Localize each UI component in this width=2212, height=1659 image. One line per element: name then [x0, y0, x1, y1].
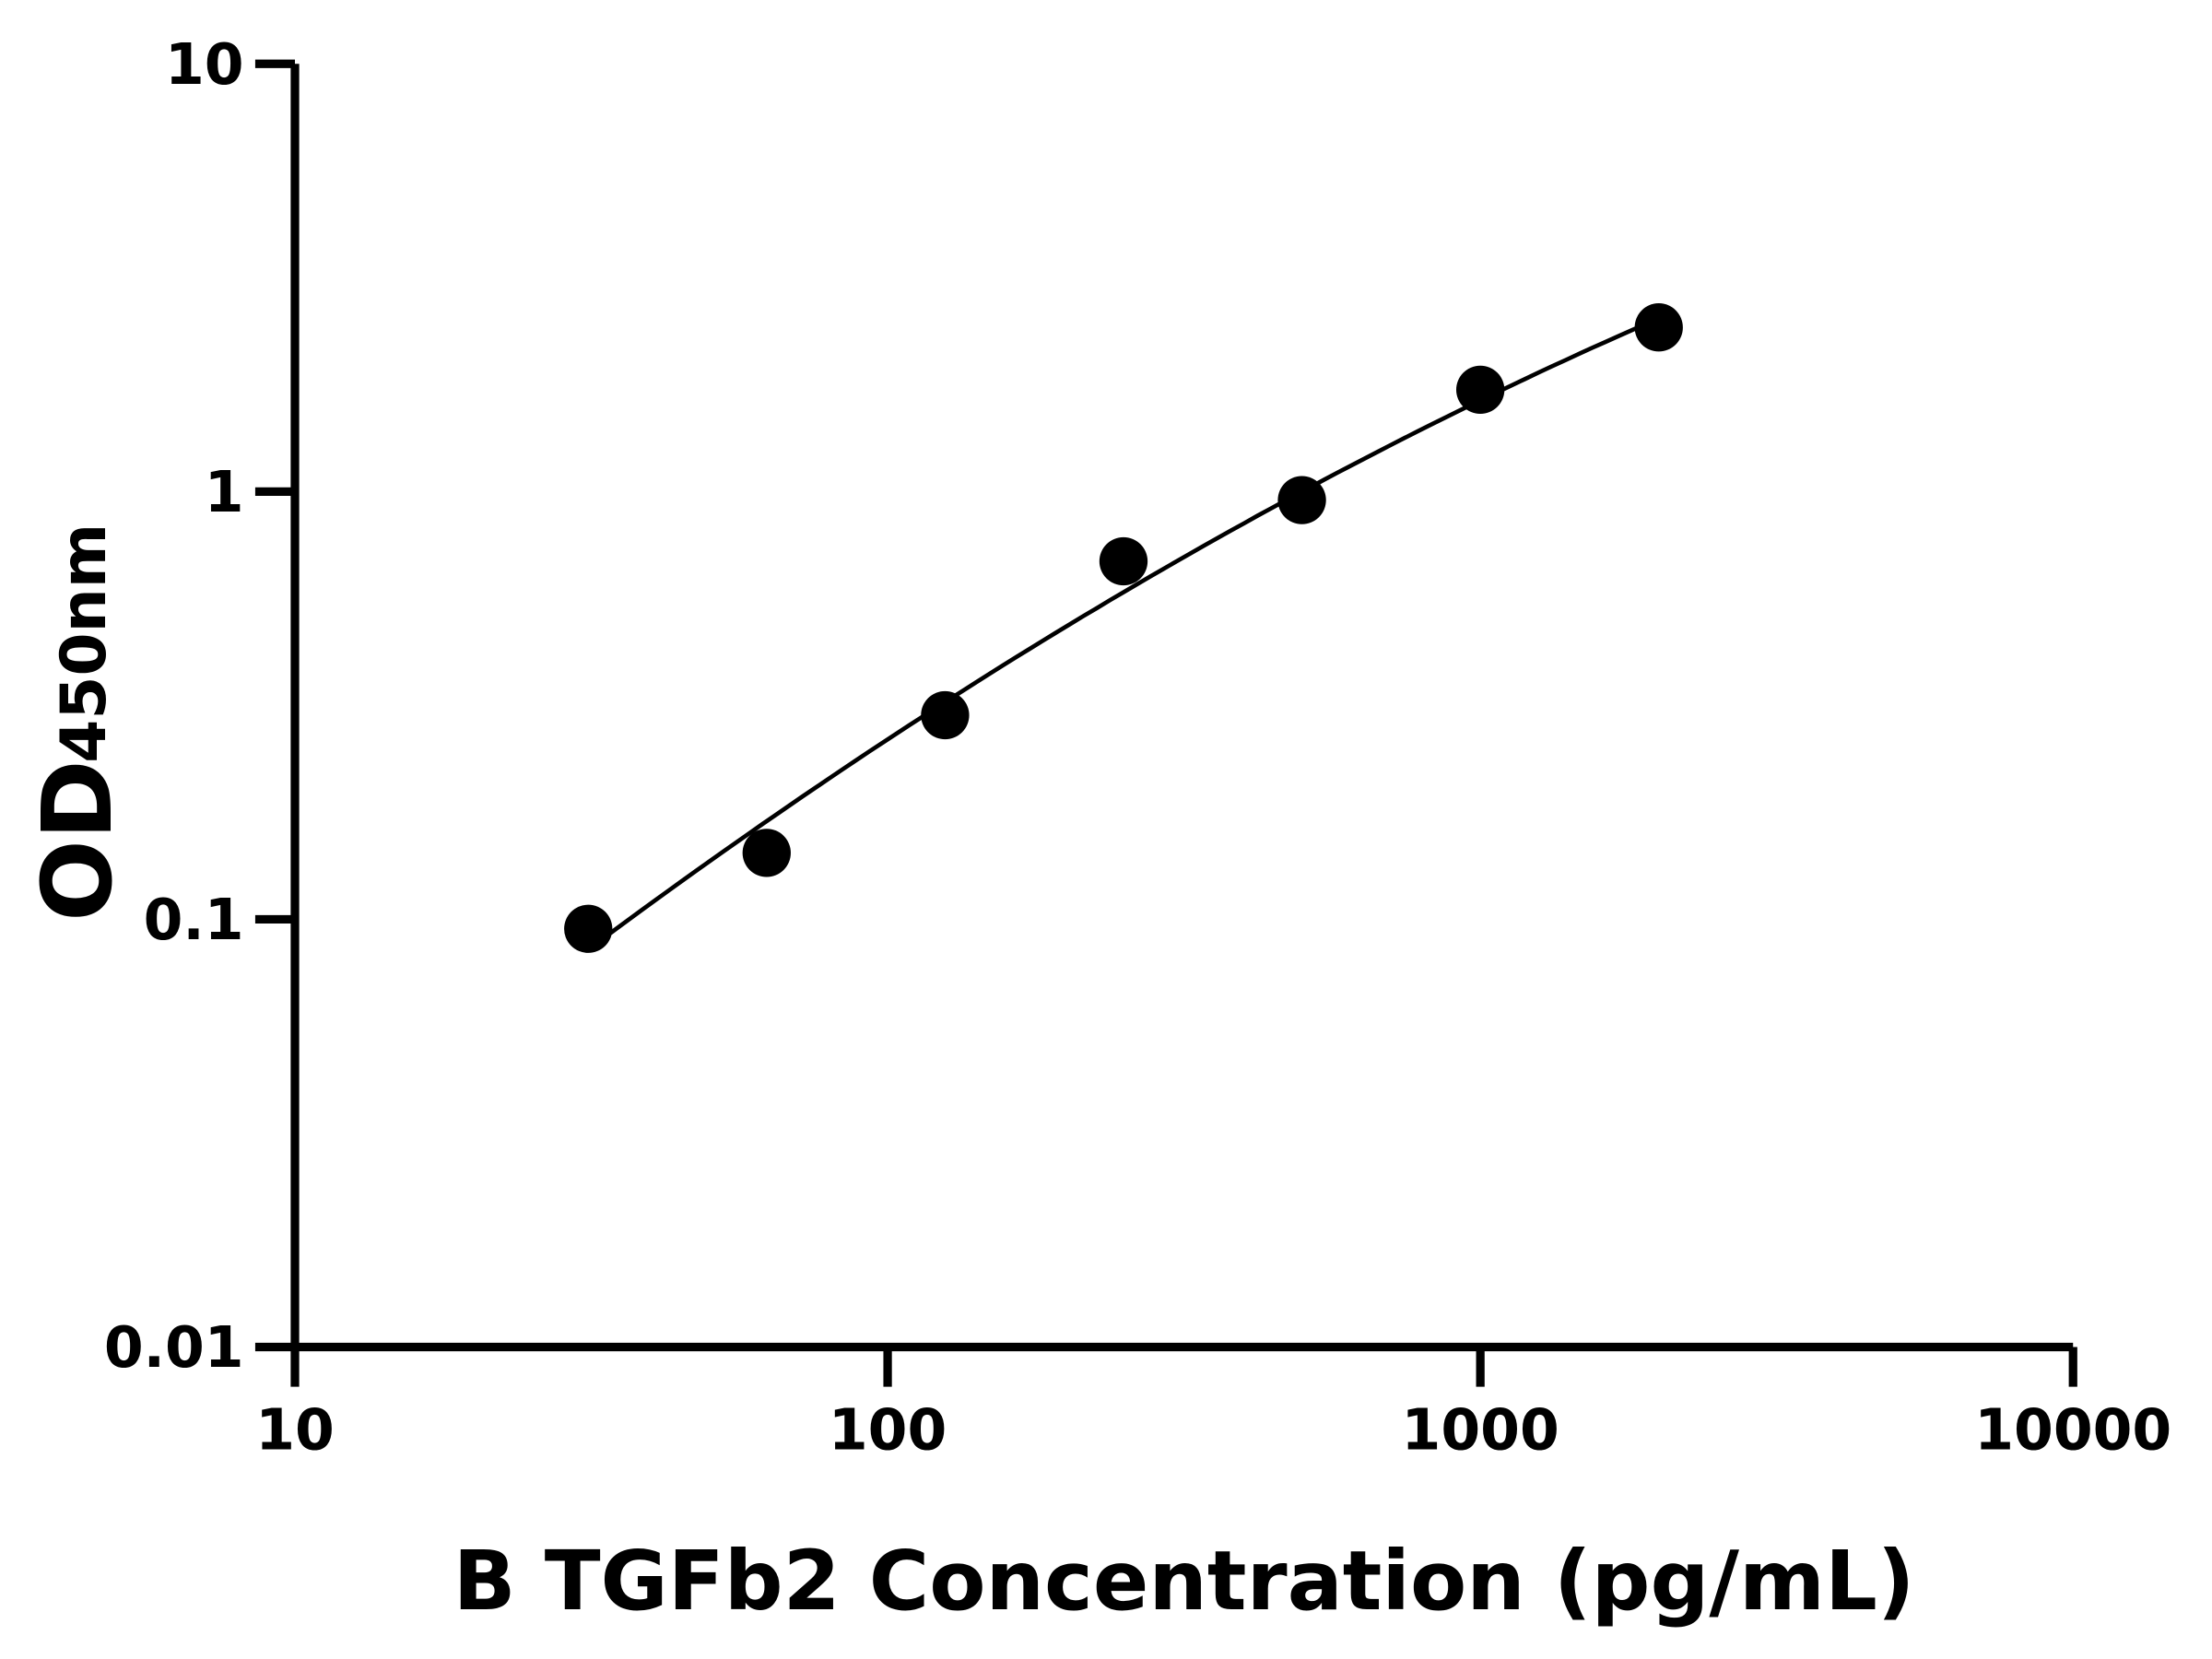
data-point	[1277, 476, 1326, 524]
x-tick-label: 10000	[1974, 1396, 2171, 1463]
y-tick-label: 0.01	[104, 1314, 244, 1381]
data-point	[1456, 365, 1505, 415]
y-axis-label: OD 450nm	[21, 524, 134, 922]
data-point	[921, 690, 970, 740]
data-point	[742, 829, 791, 877]
y-tick-label: 1	[205, 459, 244, 525]
x-tick-label: 10	[255, 1396, 335, 1463]
data-point	[1099, 536, 1148, 586]
x-axis-label: B TGFb2 Concentration (pg/mL)	[453, 1534, 1915, 1630]
y-tick-label: 0.1	[144, 887, 244, 953]
data-point	[1634, 303, 1683, 352]
x-tick-label: 1000	[1402, 1396, 1559, 1463]
axes: 0.01 0.1 1 10 10 100 1000 10000	[104, 31, 2171, 1464]
data-points	[564, 303, 1683, 953]
y-axis-label-main: OD	[21, 759, 134, 922]
x-tick-label: 100	[829, 1396, 947, 1463]
y-axis-label-sub: 450nm	[47, 524, 120, 763]
data-point	[564, 904, 613, 953]
y-tick-label: 10	[165, 31, 244, 98]
